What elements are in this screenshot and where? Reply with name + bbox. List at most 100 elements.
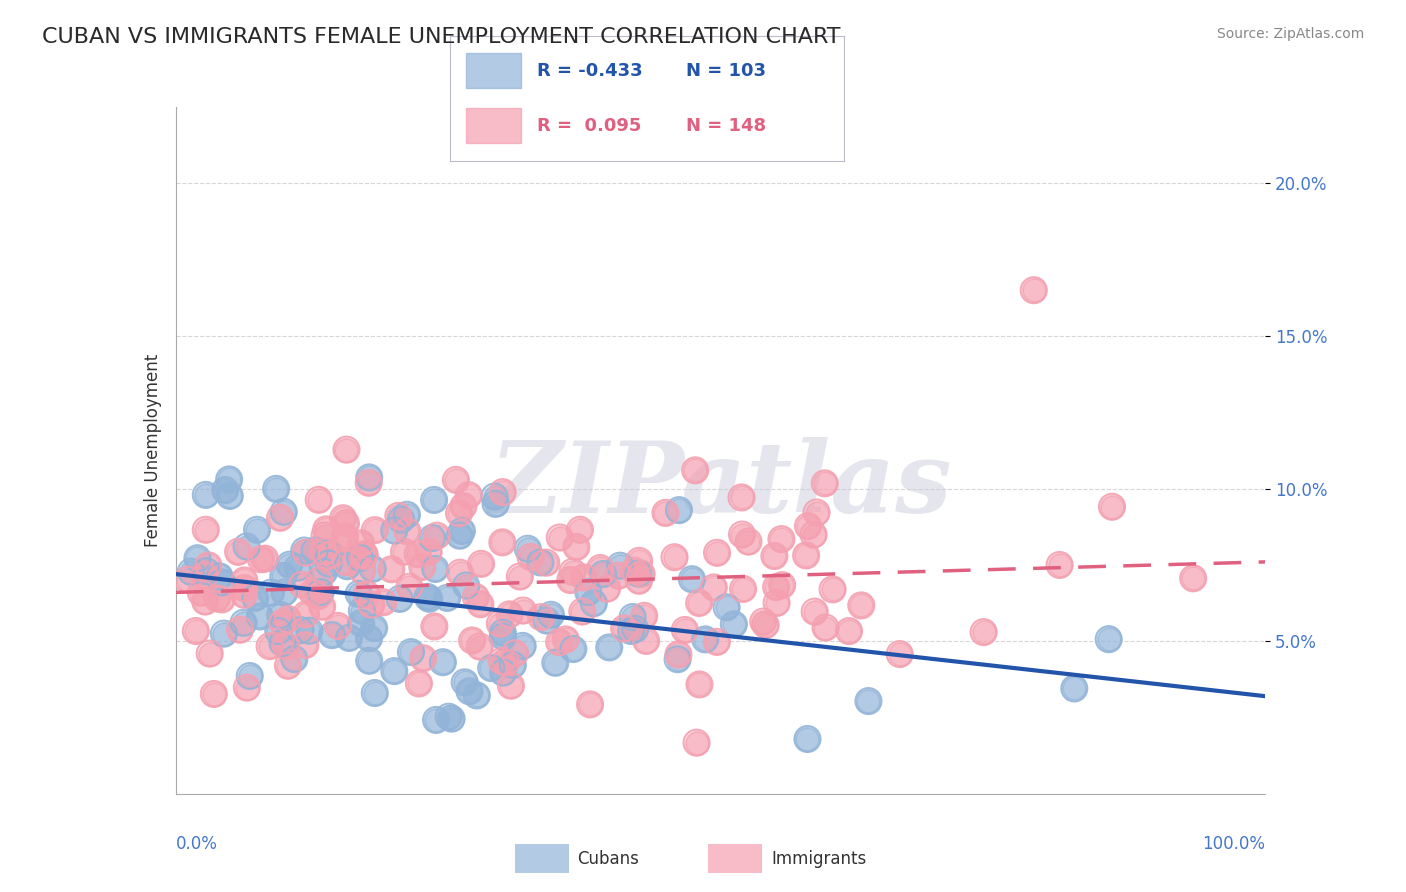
- Point: [683, 463, 706, 477]
- Point: [396, 524, 419, 539]
- Point: [363, 621, 385, 635]
- Point: [492, 665, 515, 680]
- Point: [311, 599, 333, 614]
- Point: [184, 624, 207, 638]
- Point: [350, 604, 373, 618]
- Point: [211, 575, 233, 590]
- Point: [395, 508, 418, 522]
- Point: [194, 488, 217, 502]
- Point: [763, 549, 786, 563]
- Point: [607, 568, 630, 582]
- Point: [492, 665, 515, 680]
- Point: [449, 529, 471, 543]
- Point: [770, 532, 793, 546]
- Point: [730, 491, 752, 505]
- Point: [382, 524, 405, 538]
- Point: [624, 622, 647, 636]
- Point: [519, 549, 541, 564]
- Point: [229, 623, 252, 637]
- Point: [492, 630, 515, 644]
- Point: [561, 565, 583, 579]
- Text: R = -0.433: R = -0.433: [537, 62, 643, 79]
- Point: [246, 523, 269, 537]
- Point: [453, 499, 475, 513]
- Point: [730, 491, 752, 505]
- Point: [688, 596, 710, 610]
- Point: [193, 568, 215, 582]
- Point: [492, 625, 515, 640]
- Point: [363, 621, 385, 635]
- Point: [1098, 632, 1121, 647]
- Point: [688, 677, 710, 691]
- Point: [350, 616, 373, 631]
- Point: [277, 658, 299, 673]
- Point: [333, 529, 356, 543]
- Point: [308, 574, 330, 588]
- Point: [889, 647, 911, 661]
- Point: [621, 610, 644, 624]
- Point: [347, 587, 370, 601]
- Point: [623, 564, 645, 578]
- Point: [307, 589, 329, 603]
- Point: [1063, 681, 1085, 696]
- Point: [695, 632, 717, 647]
- Point: [382, 664, 405, 678]
- Point: [233, 588, 256, 602]
- Point: [503, 646, 526, 660]
- Point: [447, 506, 470, 520]
- Point: [536, 556, 558, 570]
- Point: [356, 587, 378, 601]
- Point: [548, 531, 571, 545]
- Point: [530, 610, 553, 624]
- Point: [589, 561, 612, 575]
- Point: [420, 531, 443, 545]
- Point: [821, 582, 844, 597]
- Point: [763, 549, 786, 563]
- Point: [814, 476, 837, 491]
- Point: [233, 574, 256, 588]
- Point: [184, 624, 207, 638]
- Point: [418, 545, 440, 559]
- Point: [457, 488, 479, 502]
- Point: [1022, 283, 1045, 297]
- Point: [723, 617, 745, 632]
- Point: [333, 529, 356, 543]
- Point: [356, 587, 378, 601]
- Point: [571, 605, 593, 619]
- Point: [361, 562, 384, 576]
- Point: [666, 652, 689, 666]
- Point: [389, 513, 412, 527]
- Point: [579, 698, 602, 712]
- Point: [360, 598, 382, 612]
- Point: [516, 541, 538, 556]
- Point: [176, 573, 198, 587]
- Point: [458, 684, 481, 698]
- Point: [454, 675, 477, 690]
- Point: [307, 589, 329, 603]
- Point: [576, 585, 599, 599]
- Point: [382, 664, 405, 678]
- Point: [295, 546, 318, 560]
- Point: [425, 562, 447, 576]
- Point: [304, 543, 326, 558]
- Point: [1182, 571, 1205, 585]
- Point: [267, 624, 290, 638]
- Point: [359, 632, 381, 646]
- Point: [636, 633, 658, 648]
- Point: [406, 547, 429, 561]
- Point: [627, 574, 650, 588]
- Point: [432, 655, 454, 669]
- Point: [333, 532, 356, 546]
- Point: [598, 640, 620, 655]
- Point: [447, 506, 470, 520]
- Point: [536, 556, 558, 570]
- Point: [465, 689, 488, 703]
- Point: [335, 516, 357, 531]
- Point: [205, 591, 228, 606]
- Point: [304, 543, 326, 558]
- Point: [479, 661, 502, 675]
- Point: [314, 565, 336, 579]
- Point: [737, 534, 759, 549]
- Point: [688, 677, 710, 691]
- Point: [770, 578, 793, 592]
